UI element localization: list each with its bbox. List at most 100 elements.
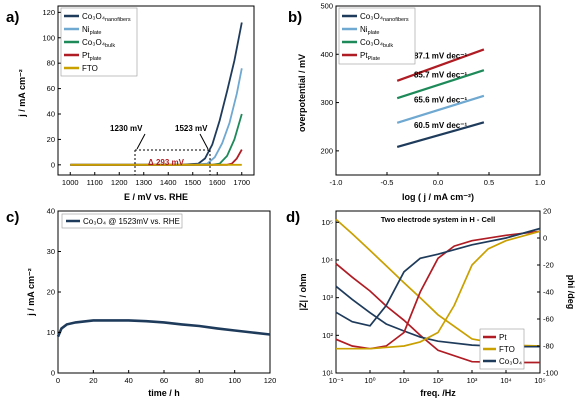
panel-d-ytick-right-label: -60 — [543, 315, 554, 324]
panel-a-letter: a) — [6, 9, 19, 26]
panel-a-ylabel: j / mA cm⁻² — [17, 69, 27, 117]
panel-a-ytick-label: 20 — [47, 135, 55, 144]
panel-c-legend: Co₃O₄ @ 1523mV vs. RHE — [61, 213, 183, 229]
panel-d-xtick-label: 10¹ — [399, 376, 410, 385]
panel-c-xtick-label: 40 — [124, 376, 132, 385]
panel-a-legend-main: FTO — [82, 64, 98, 73]
panel-a-legend-label: Co₃O₄bulk — [82, 38, 115, 49]
panel-a-legend-main: Co₃O₄ — [82, 12, 105, 21]
panel-b-legend-label: Co₃O₄bulk — [360, 38, 393, 49]
panel-d-title: Two electrode system in H - Cell — [381, 215, 495, 224]
panel-a-legend-label: Ptplate — [82, 51, 102, 62]
panel-c-ylabel: j / mA cm⁻² — [26, 268, 36, 316]
panel-b-tafel-label: 65.6 mV dec⁻¹ — [414, 96, 467, 105]
panel-c-plot-area — [56, 319, 271, 338]
panel-d-ytick-right-label: -80 — [543, 342, 554, 351]
panel-b-xtick-label: -1.0 — [330, 178, 343, 187]
panel-a-legend-sub: plate — [90, 30, 102, 36]
panel-a-arrow-right — [199, 133, 209, 150]
panel-a: a) 1000 1100 1200 1300 1400 1500 1600 1700 0 20 40… — [6, 5, 255, 202]
panel-d-ytick-right-label: 0 — [543, 234, 547, 243]
panel-d-legend-label: FTO — [499, 345, 515, 354]
panel-d-legend: Pt FTO Co₃O₄ — [479, 328, 525, 370]
panel-b-xtick-label: 0.5 — [484, 178, 494, 187]
panel-d-series-5 — [335, 227, 541, 327]
panel-c-legend-label: Co₃O₄ @ 1523mV vs. RHE — [83, 217, 180, 226]
panel-a-annotation-delta: Δ 293 mV — [148, 158, 185, 167]
panel-b-ytick-label: 500 — [320, 2, 333, 11]
panel-b-tafel-label: 87.1 mV dec⁻¹ — [414, 51, 467, 60]
panel-a-ytick-label: 60 — [47, 84, 55, 93]
panel-a-xlabel: E / mV vs. RHE — [124, 192, 188, 202]
panel-a-annotation-left: 1230 mV — [110, 124, 143, 133]
panel-b-legend-sub: nanofibers — [383, 17, 409, 23]
panel-a-xtick-label: 1100 — [87, 178, 103, 187]
panel-b: b) 87.1 mV dec⁻¹ 85.7 mV dec⁻¹ 65.6 mV dec… — [288, 2, 545, 203]
panel-b-series-0 — [396, 121, 485, 149]
panel-a-xtick-label: 1600 — [209, 178, 226, 187]
panel-a-legend-sub: plate — [90, 56, 102, 62]
panel-a-legend-main: Ni — [82, 25, 90, 34]
panel-d-series-3 — [335, 230, 541, 350]
panel-a-ticks: 1000 1100 1200 1300 1400 1500 1600 1700 0 20 40 60 8… — [42, 8, 250, 187]
panel-a-xtick-label: 1200 — [111, 178, 128, 187]
panel-b-legend-main: Pt — [360, 51, 368, 60]
panel-c-xtick-label: 0 — [56, 376, 60, 385]
panel-a-ytick-label: 80 — [47, 59, 55, 68]
panel-d-ytick-right-label: -20 — [543, 261, 554, 270]
panel-c-ytick-label: 40 — [47, 207, 55, 216]
panel-d-ytick-right-label: -100 — [543, 369, 558, 378]
panel-c-ytick-label: 30 — [47, 247, 55, 256]
panel-a-xtick-label: 1000 — [62, 178, 79, 187]
panel-a-arrow-left — [136, 133, 146, 150]
panel-c-series-0 — [56, 319, 271, 338]
panel-a-ytick-label: 120 — [42, 8, 55, 17]
panel-d-legend-label: Pt — [499, 333, 507, 342]
panel-d-ytick-right-label: -40 — [543, 288, 554, 297]
panel-b-ytick-label: 300 — [320, 98, 333, 107]
panel-a-legend-label: Niplate — [82, 25, 102, 36]
panel-a-annotation-right: 1523 mV — [175, 124, 208, 133]
panel-c-letter: c) — [6, 209, 19, 226]
panel-d-ytick-left-label: 10⁵ — [322, 218, 333, 227]
panel-a-xtick-label: 1400 — [160, 178, 177, 187]
panel-c-ytick-label: 20 — [47, 288, 55, 297]
panel-d-ylabel-right: phi /deg — [566, 275, 576, 310]
panel-d-ticks: 10⁻¹ 10⁰ 10¹ 10² 10³ 10⁴ 10⁵ 10¹ 10² 10³ 10⁴ 10⁵ 20 0… — [321, 207, 558, 386]
panel-b-legend-sub: bulk — [383, 43, 393, 49]
panel-a-plot-area — [70, 22, 243, 166]
panel-c-xtick-label: 100 — [228, 376, 241, 385]
panel-b-xtick-label: 1.0 — [535, 178, 545, 187]
panel-b-legend-sub: Plate — [368, 56, 381, 62]
panel-b-xtick-label: -0.5 — [381, 178, 394, 187]
panel-b-xtick-label: 0.0 — [433, 178, 443, 187]
panel-b-ticks: -1.0 -0.5 0.0 0.5 1.0 200 300 400 500 — [320, 2, 545, 188]
panel-a-ytick-label: 0 — [51, 160, 55, 169]
panel-c-xlabel: time / h — [148, 388, 180, 398]
panel-d-ytick-right-label: 20 — [543, 207, 551, 216]
panel-b-xlabel: log ( j / mA cm⁻²) — [402, 192, 474, 202]
panel-d-xtick-label: 10² — [433, 376, 444, 385]
panel-a-legend-main: Pt — [82, 51, 90, 60]
panel-d-ytick-left-label: 10³ — [322, 293, 333, 302]
panel-d-xtick-label: 10⁰ — [364, 376, 375, 385]
panel-c-legend-box — [61, 213, 183, 229]
panel-b-legend-label: Niplate — [360, 25, 380, 36]
panel-d-xtick-label: 10⁴ — [500, 376, 512, 385]
panel-d-xtick-label: 10³ — [467, 376, 478, 385]
panel-a-legend-sub: bulk — [105, 43, 115, 49]
panel-d-xtick-label: 10⁻¹ — [329, 376, 344, 385]
panel-b-series-2 — [396, 69, 485, 100]
panel-c-ytick-label: 0 — [51, 369, 55, 378]
panel-c-xtick-label: 120 — [264, 376, 277, 385]
panel-b-legend-label: Co₃O₄nanofibers — [360, 12, 409, 23]
panel-b-legend-main: Co₃O₄ — [360, 38, 383, 47]
panel-d: d) 10⁻¹ 10⁰ 10¹ 10² 10³ 10⁴ 10⁵ 10¹ 10² 10³ 10⁴ 10⁵… — [286, 207, 576, 399]
panel-b-ylabel: overpotential / mV — [297, 54, 307, 132]
panel-b-tafel-label: 60.5 mV dec⁻¹ — [414, 121, 467, 130]
panel-c-xtick-label: 20 — [89, 376, 97, 385]
panel-d-ytick-left-label: 10¹ — [322, 369, 333, 378]
panel-b-ytick-label: 400 — [320, 50, 333, 59]
